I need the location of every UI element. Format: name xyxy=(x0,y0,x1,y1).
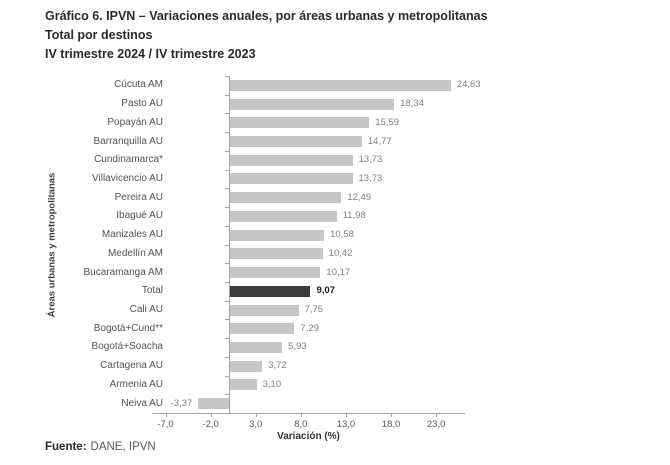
source-note: Fuente: DANE, IPVN xyxy=(45,441,156,453)
category-label: Pasto AU xyxy=(121,98,163,110)
category-tick xyxy=(225,170,229,171)
x-tick xyxy=(301,413,302,417)
category-tick xyxy=(225,226,229,227)
x-tick xyxy=(391,413,392,417)
bar xyxy=(228,117,370,129)
bar xyxy=(228,98,395,110)
category-label: Cali AU xyxy=(129,304,163,316)
x-tick-label: -2,0 xyxy=(202,419,219,430)
category-label: Bogotá+Cund** xyxy=(93,322,163,334)
x-axis-title: Variación (%) xyxy=(277,431,340,442)
x-tick xyxy=(346,413,347,417)
category-tick xyxy=(225,76,229,77)
value-label: 15,59 xyxy=(375,116,400,128)
x-tick xyxy=(436,413,437,417)
bar xyxy=(228,136,362,148)
category-tick xyxy=(225,319,229,320)
category-tick xyxy=(225,301,229,302)
chart-title-line-2: Total por destinos xyxy=(45,28,153,42)
category-label: Bucaramanga AM xyxy=(83,266,164,278)
value-label: 7,29 xyxy=(300,322,319,334)
bar xyxy=(228,248,323,260)
value-label: 14,77 xyxy=(367,135,392,147)
category-label: Ibagué AU xyxy=(116,210,163,222)
category-label: Popayán AU xyxy=(107,116,163,128)
value-label: -3,37 xyxy=(170,397,193,409)
value-label: 10,58 xyxy=(330,229,354,241)
x-tick xyxy=(211,413,212,417)
bar xyxy=(228,154,353,166)
category-label: Neiva AU xyxy=(121,397,163,409)
category-tick xyxy=(225,338,229,339)
x-tick-label: 18,0 xyxy=(381,419,401,430)
category-label: Cundinamarca* xyxy=(94,154,163,166)
value-label: 10,17 xyxy=(326,266,351,278)
category-tick xyxy=(225,282,229,283)
value-label: 13,73 xyxy=(358,154,383,166)
bar xyxy=(198,398,229,410)
x-tick-label: -7,0 xyxy=(157,419,174,430)
value-label: 24,63 xyxy=(456,79,481,91)
x-tick-label: 23,0 xyxy=(426,419,446,430)
source-note-text: DANE, IPVN xyxy=(90,441,156,453)
category-tick xyxy=(225,151,229,152)
category-tick xyxy=(225,413,229,414)
bar xyxy=(228,341,283,353)
bar xyxy=(228,173,353,185)
category-label: Manizales AU xyxy=(101,229,163,241)
value-label: 9,07 xyxy=(316,285,335,297)
value-label: 11,98 xyxy=(342,210,366,222)
x-tick-label: 3,0 xyxy=(249,419,263,430)
x-tick xyxy=(256,413,257,417)
value-label: 12,49 xyxy=(347,191,372,203)
category-label: Armenia AU xyxy=(109,378,163,390)
bar xyxy=(228,79,451,91)
category-label: Bogotá+Soacha xyxy=(91,341,163,353)
category-label: Barranquilla AU xyxy=(93,135,163,147)
category-tick xyxy=(225,188,229,189)
category-label: Total xyxy=(141,285,163,297)
category-tick xyxy=(225,132,229,133)
category-tick xyxy=(225,245,229,246)
category-tick xyxy=(225,394,229,395)
x-axis-line xyxy=(152,413,465,414)
category-tick xyxy=(225,113,229,114)
bar xyxy=(228,192,342,204)
bar xyxy=(228,323,295,335)
category-label: Villavicencio AU xyxy=(92,172,163,184)
x-tick xyxy=(166,413,167,417)
category-tick xyxy=(225,376,229,377)
category-tick xyxy=(225,263,229,264)
category-axis-line xyxy=(229,76,230,413)
category-tick xyxy=(225,95,229,96)
x-tick-label: 8,0 xyxy=(294,419,308,430)
value-label: 7,75 xyxy=(304,304,324,316)
source-note-label: Fuente: xyxy=(45,441,87,453)
bar xyxy=(228,379,257,391)
category-tick xyxy=(225,357,229,358)
bar xyxy=(228,229,325,241)
value-label: 13,73 xyxy=(358,172,383,184)
value-label: 3,72 xyxy=(268,360,287,372)
category-label: Medellín AM xyxy=(107,247,163,259)
bar xyxy=(228,304,299,316)
chart-title-line-3: IV trimestre 2024 / IV trimestre 2023 xyxy=(45,47,256,61)
category-label: Cúcuta AM xyxy=(114,79,163,91)
bar xyxy=(228,360,263,372)
chart-title-line-1: Gráfico 6. IPVN – Variaciones anuales, p… xyxy=(45,9,488,23)
category-tick xyxy=(225,207,229,208)
bar xyxy=(228,267,321,279)
value-label: 10,42 xyxy=(328,247,353,259)
category-label: Pereira AU xyxy=(114,191,163,203)
value-label: 3,10 xyxy=(262,378,282,390)
value-label: 18,34 xyxy=(400,98,424,110)
value-label: 5,93 xyxy=(288,341,307,353)
chart-title-block: Gráfico 6. IPVN – Variaciones anuales, p… xyxy=(45,7,488,64)
category-label: Cartagena AU xyxy=(100,360,163,372)
bar xyxy=(228,210,337,222)
bar xyxy=(228,285,311,297)
x-tick-label: 13,0 xyxy=(336,419,356,430)
